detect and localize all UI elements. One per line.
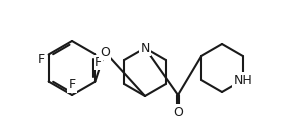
Text: F: F: [68, 79, 76, 92]
Text: F: F: [95, 56, 102, 69]
Text: O: O: [100, 45, 110, 58]
Text: F: F: [38, 53, 45, 66]
Text: O: O: [173, 105, 183, 119]
Text: O: O: [100, 45, 110, 58]
Text: N: N: [140, 42, 150, 55]
Text: NH: NH: [234, 73, 252, 86]
